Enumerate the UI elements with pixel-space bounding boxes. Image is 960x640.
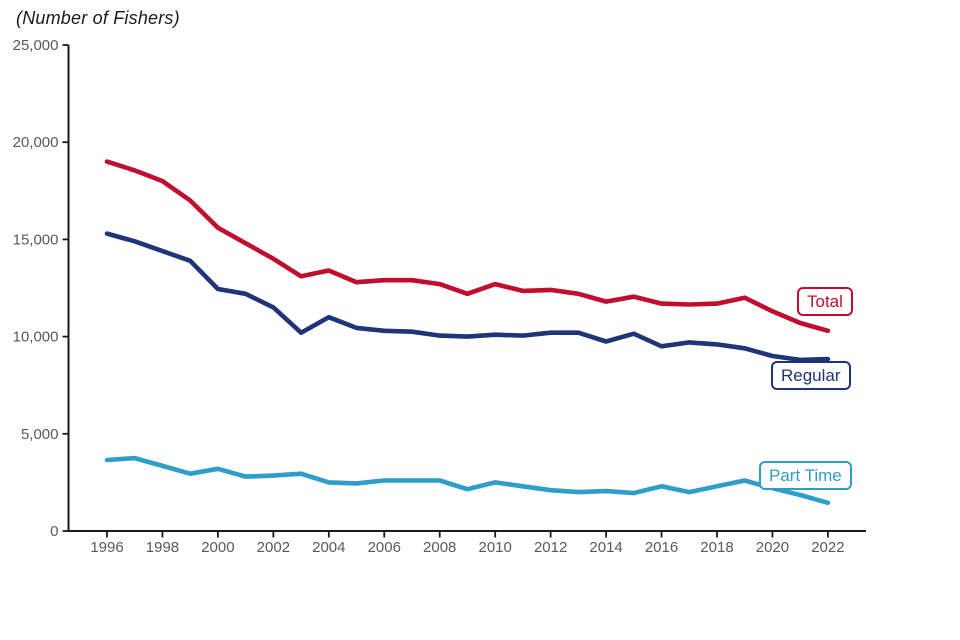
x-axis-tick-label: 2018 bbox=[700, 539, 733, 556]
x-axis-tick-label: 2002 bbox=[257, 539, 290, 556]
series-line-regular bbox=[104, 231, 831, 363]
series-line-total bbox=[104, 159, 831, 334]
series-label-regular: Regular bbox=[771, 361, 851, 391]
y-axis-tick-label: 20,000 bbox=[13, 134, 59, 151]
chart-title: (Number of Fishers) bbox=[16, 8, 180, 28]
y-axis-tick-label: 25,000 bbox=[13, 37, 59, 54]
x-axis-tick-label: 2022 bbox=[811, 539, 844, 556]
x-axis-tick-label: 2004 bbox=[312, 539, 345, 556]
y-axis-tick-label: 15,000 bbox=[13, 231, 59, 248]
x-axis-tick-label: 2010 bbox=[478, 539, 511, 556]
series-label-total: Total bbox=[797, 287, 853, 317]
x-axis-tick-label: 2006 bbox=[368, 539, 401, 556]
series-line-part-time bbox=[104, 455, 831, 506]
series-label-part-time: Part Time bbox=[759, 461, 852, 491]
x-axis-tick-label: 1998 bbox=[146, 539, 179, 556]
x-axis-tick-label: 1996 bbox=[90, 539, 123, 556]
x-axis-tick-label: 2020 bbox=[756, 539, 789, 556]
x-axis-tick-label: 2008 bbox=[423, 539, 456, 556]
y-axis-tick-label: 10,000 bbox=[13, 329, 59, 346]
x-axis-tick-label: 2000 bbox=[201, 539, 234, 556]
x-axis-tick-label: 2014 bbox=[589, 539, 622, 556]
x-axis-tick-label: 2012 bbox=[534, 539, 567, 556]
y-axis-tick-label: 0 bbox=[50, 523, 58, 540]
y-axis-tick-label: 5,000 bbox=[21, 426, 59, 443]
x-axis-tick-label: 2016 bbox=[645, 539, 678, 556]
